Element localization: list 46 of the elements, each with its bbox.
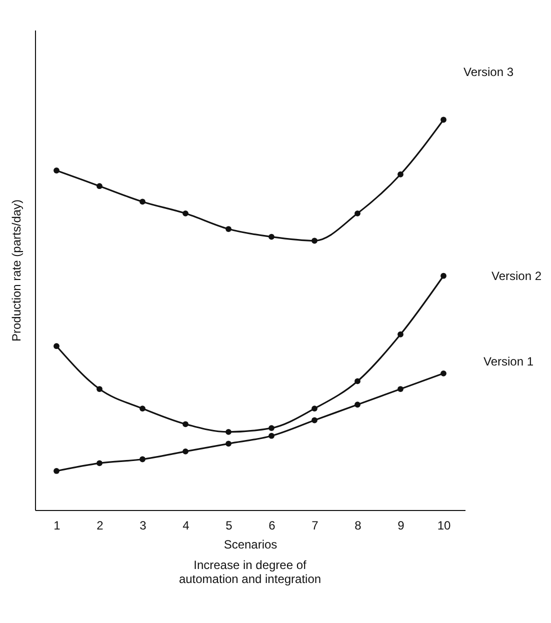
text: Version 1 bbox=[484, 354, 534, 368]
text: Increase in degree of automation and integration bbox=[178, 558, 322, 586]
point bbox=[140, 456, 146, 462]
point bbox=[140, 406, 146, 412]
point bbox=[354, 402, 360, 408]
point bbox=[182, 210, 188, 216]
point bbox=[226, 429, 232, 435]
point bbox=[54, 468, 60, 474]
point bbox=[312, 238, 318, 244]
x-tick-label: 7 bbox=[312, 518, 319, 532]
point bbox=[440, 116, 446, 123]
y-axis-title: Production rate (parts/day) bbox=[10, 199, 24, 342]
x-tick-label: 5 bbox=[226, 518, 233, 532]
point bbox=[54, 168, 60, 174]
point bbox=[226, 226, 232, 232]
x-tick-label: 10 bbox=[437, 518, 451, 532]
point bbox=[312, 417, 318, 424]
x-tick-label: 1 bbox=[54, 518, 61, 532]
point bbox=[398, 386, 404, 392]
point bbox=[440, 370, 446, 376]
text: Version 3 bbox=[464, 64, 514, 79]
point bbox=[440, 272, 446, 279]
point bbox=[268, 432, 274, 439]
text: Version 2 bbox=[492, 268, 542, 283]
x-tick-label: 4 bbox=[182, 518, 190, 532]
point bbox=[398, 171, 404, 178]
point bbox=[312, 406, 318, 412]
point bbox=[398, 331, 404, 338]
point bbox=[354, 210, 360, 216]
point bbox=[182, 448, 188, 454]
point bbox=[268, 425, 274, 431]
point bbox=[96, 460, 102, 466]
x-tick-label: 2 bbox=[96, 518, 104, 532]
point bbox=[354, 378, 360, 384]
point bbox=[268, 234, 274, 240]
x-axis-title: Scenarios bbox=[224, 538, 278, 552]
x-tick-label: 8 bbox=[354, 518, 362, 532]
point bbox=[54, 343, 60, 350]
point bbox=[96, 386, 102, 392]
x-tick-label: 6 bbox=[268, 518, 276, 532]
point bbox=[140, 198, 146, 205]
point bbox=[182, 421, 188, 428]
x-tick-label: 3 bbox=[140, 518, 147, 532]
point bbox=[96, 183, 102, 190]
point bbox=[226, 440, 232, 447]
x-tick-label: 9 bbox=[398, 518, 405, 532]
